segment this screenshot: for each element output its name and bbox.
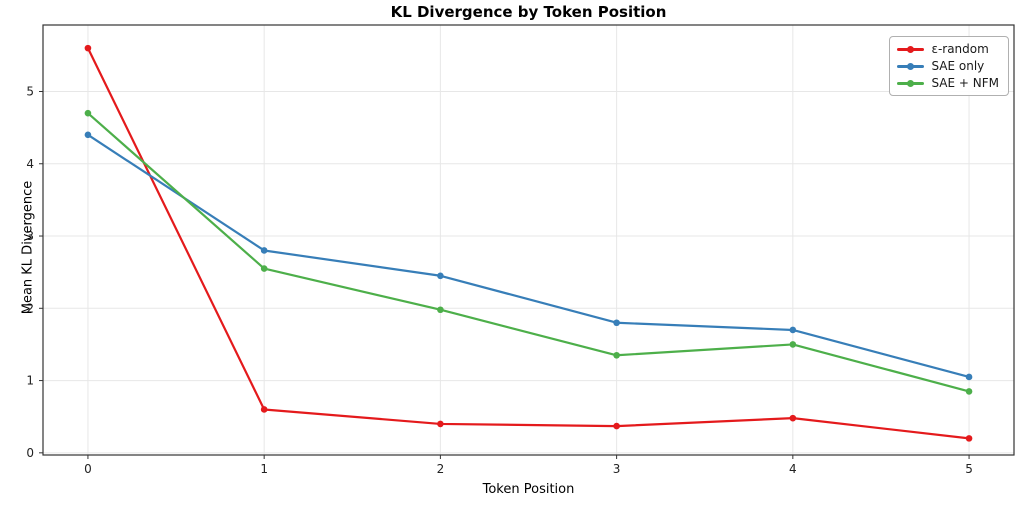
series-marker	[613, 351, 620, 359]
series-line	[86, 47, 971, 440]
series-marker	[965, 373, 973, 381]
series-marker	[260, 247, 268, 254]
y-tick-label: 2	[26, 301, 34, 315]
y-tick-label: 0	[26, 446, 34, 460]
x-tick-label: 3	[613, 462, 621, 476]
plot-border	[42, 24, 1015, 456]
legend-line-marker-icon	[897, 42, 925, 56]
series-marker	[789, 341, 797, 348]
legend-item-label: SAE only	[931, 59, 985, 73]
legend-item: SAE only	[897, 58, 999, 74]
legend-item-label: SAE + NFM	[931, 76, 999, 90]
series-line	[86, 112, 971, 393]
series-marker	[437, 420, 444, 428]
legend-item: SAE + NFM	[897, 75, 999, 91]
legend-line-marker-icon	[897, 76, 925, 90]
legend-line-marker-icon	[897, 59, 925, 73]
x-tick-label: 4	[789, 462, 797, 476]
series-marker	[84, 131, 92, 139]
x-axis-label: Token Position	[482, 482, 575, 497]
series-marker	[84, 44, 92, 52]
y-tick-label: 4	[26, 157, 34, 171]
series-line	[86, 133, 971, 379]
y-tick-label: 1	[26, 374, 34, 388]
y-tick-label: 3	[26, 229, 34, 243]
series-marker	[84, 109, 92, 117]
chart-title: KL Divergence by Token Position	[390, 3, 667, 21]
y-tick-label: 5	[26, 84, 34, 98]
legend-item: ε-random	[897, 41, 999, 57]
x-tick-label: 1	[260, 462, 268, 476]
y-axis-label: Mean KL Divergence	[20, 180, 36, 315]
series-marker	[260, 406, 268, 413]
x-tick-label: 0	[84, 462, 92, 476]
x-tick-label: 2	[437, 462, 445, 476]
series-marker	[965, 388, 973, 395]
series-marker	[613, 422, 620, 430]
series-marker	[789, 326, 797, 334]
x-tick-label: 5	[965, 462, 973, 476]
legend-item-label: ε-random	[931, 42, 989, 56]
series-marker	[613, 319, 620, 327]
series-marker	[965, 435, 973, 442]
series-marker	[789, 414, 797, 422]
series-marker	[437, 306, 444, 314]
series-marker	[260, 265, 268, 272]
series-marker	[437, 272, 444, 280]
legend: ε-random SAE only SAE + NFM	[889, 36, 1009, 96]
